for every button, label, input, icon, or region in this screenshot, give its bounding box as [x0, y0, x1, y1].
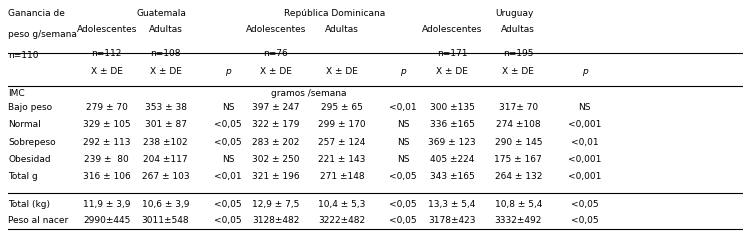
- Text: n=108: n=108: [150, 49, 181, 58]
- Text: 274 ±108: 274 ±108: [496, 120, 541, 129]
- Text: 302 ± 250: 302 ± 250: [252, 155, 299, 164]
- Text: 336 ±165: 336 ±165: [430, 120, 475, 129]
- Text: 10,4 ± 5,3: 10,4 ± 5,3: [318, 200, 365, 209]
- Text: <0,01: <0,01: [214, 172, 242, 181]
- Text: 316 ± 106: 316 ± 106: [82, 172, 130, 181]
- Text: 239 ±  80: 239 ± 80: [84, 155, 129, 164]
- Text: 295 ± 65: 295 ± 65: [321, 103, 363, 112]
- Text: 271 ±148: 271 ±148: [320, 172, 364, 181]
- Text: Ganancia de: Ganancia de: [8, 9, 65, 18]
- Text: X ± DE: X ± DE: [436, 67, 468, 76]
- Text: peso g/semana: peso g/semana: [8, 30, 77, 39]
- Text: 405 ±224: 405 ±224: [430, 155, 474, 164]
- Text: 343 ±165: 343 ±165: [430, 172, 475, 181]
- Text: 301 ± 87: 301 ± 87: [145, 120, 187, 129]
- Text: X ± DE: X ± DE: [149, 67, 182, 76]
- Text: n=195: n=195: [503, 49, 533, 58]
- Text: 369 ± 123: 369 ± 123: [428, 138, 476, 147]
- Text: <0,05: <0,05: [214, 138, 242, 147]
- Text: 13,3 ± 5,4: 13,3 ± 5,4: [428, 200, 476, 209]
- Text: 329 ± 105: 329 ± 105: [83, 120, 130, 129]
- Text: Guatemala: Guatemala: [137, 9, 187, 18]
- Text: Sobrepeso: Sobrepeso: [8, 138, 56, 147]
- Text: NS: NS: [397, 155, 410, 164]
- Text: n=110: n=110: [8, 51, 39, 60]
- Text: 353 ± 38: 353 ± 38: [145, 103, 187, 112]
- Text: NS: NS: [578, 103, 591, 112]
- Text: <0,01: <0,01: [571, 138, 598, 147]
- Text: 10,8 ± 5,4: 10,8 ± 5,4: [495, 200, 542, 209]
- Text: IMC: IMC: [8, 89, 25, 98]
- Text: <0,001: <0,001: [568, 172, 602, 181]
- Text: 290 ± 145: 290 ± 145: [494, 138, 542, 147]
- Text: 283 ± 202: 283 ± 202: [252, 138, 299, 147]
- Text: Total (kg): Total (kg): [8, 200, 50, 209]
- Text: 12,9 ± 7,5: 12,9 ± 7,5: [252, 200, 299, 209]
- Text: 3011±548: 3011±548: [142, 216, 189, 225]
- Text: <0,05: <0,05: [389, 172, 417, 181]
- Text: <0,05: <0,05: [571, 216, 598, 225]
- Text: 3178±423: 3178±423: [428, 216, 476, 225]
- Text: Bajo peso: Bajo peso: [8, 103, 53, 112]
- Text: X ± DE: X ± DE: [326, 67, 358, 76]
- Text: 317± 70: 317± 70: [499, 103, 538, 112]
- Text: Adultas: Adultas: [325, 25, 358, 34]
- Text: <0,01: <0,01: [389, 103, 417, 112]
- Text: NS: NS: [222, 155, 234, 164]
- Text: 279 ± 70: 279 ± 70: [86, 103, 128, 112]
- Text: p: p: [581, 67, 587, 76]
- Text: Normal: Normal: [8, 120, 41, 129]
- Text: n=112: n=112: [92, 49, 122, 58]
- Text: Adolescentes: Adolescentes: [245, 25, 306, 34]
- Text: <0,001: <0,001: [568, 155, 602, 164]
- Text: Total g: Total g: [8, 172, 38, 181]
- Text: Adultas: Adultas: [148, 25, 182, 34]
- Text: 238 ±102: 238 ±102: [143, 138, 188, 147]
- Text: <0,05: <0,05: [214, 120, 242, 129]
- Text: 264 ± 132: 264 ± 132: [495, 172, 542, 181]
- Text: n=76: n=76: [263, 49, 288, 58]
- Text: X ± DE: X ± DE: [91, 67, 123, 76]
- Text: 299 ± 170: 299 ± 170: [318, 120, 366, 129]
- Text: 322 ± 179: 322 ± 179: [252, 120, 299, 129]
- Text: p: p: [400, 67, 406, 76]
- Text: Uruguay: Uruguay: [496, 9, 534, 18]
- Text: 3222±482: 3222±482: [318, 216, 365, 225]
- Text: 2990±445: 2990±445: [83, 216, 130, 225]
- Text: Adolescentes: Adolescentes: [76, 25, 137, 34]
- Text: <0,05: <0,05: [214, 200, 242, 209]
- Text: Adolescentes: Adolescentes: [422, 25, 482, 34]
- Text: 11,9 ± 3,9: 11,9 ± 3,9: [83, 200, 130, 209]
- Text: Peso al nacer: Peso al nacer: [8, 216, 68, 225]
- Text: Adultas: Adultas: [502, 25, 536, 34]
- Text: 292 ± 113: 292 ± 113: [83, 138, 130, 147]
- Text: 221 ± 143: 221 ± 143: [318, 155, 365, 164]
- Text: n=171: n=171: [437, 49, 467, 58]
- Text: República Dominicana: República Dominicana: [284, 9, 386, 18]
- Text: p: p: [225, 67, 231, 76]
- Text: 3128±482: 3128±482: [252, 216, 299, 225]
- Text: Obesidad: Obesidad: [8, 155, 51, 164]
- Text: 321 ± 196: 321 ± 196: [252, 172, 299, 181]
- Text: 175 ± 167: 175 ± 167: [494, 155, 542, 164]
- Text: <0,05: <0,05: [214, 216, 242, 225]
- Text: 300 ±135: 300 ±135: [430, 103, 475, 112]
- Text: 267 ± 103: 267 ± 103: [142, 172, 189, 181]
- Text: <0,05: <0,05: [389, 216, 417, 225]
- Text: <0,05: <0,05: [571, 200, 598, 209]
- Text: 10,6 ± 3,9: 10,6 ± 3,9: [142, 200, 189, 209]
- Text: 204 ±117: 204 ±117: [143, 155, 188, 164]
- Text: NS: NS: [222, 103, 234, 112]
- Text: 397 ± 247: 397 ± 247: [252, 103, 299, 112]
- Text: gramos /semana: gramos /semana: [271, 89, 346, 98]
- Text: NS: NS: [397, 138, 410, 147]
- Text: <0,05: <0,05: [389, 200, 417, 209]
- Text: 257 ± 124: 257 ± 124: [318, 138, 365, 147]
- Text: X ± DE: X ± DE: [260, 67, 292, 76]
- Text: X ± DE: X ± DE: [503, 67, 534, 76]
- Text: 3332±492: 3332±492: [495, 216, 542, 225]
- Text: <0,001: <0,001: [568, 120, 602, 129]
- Text: NS: NS: [397, 120, 410, 129]
